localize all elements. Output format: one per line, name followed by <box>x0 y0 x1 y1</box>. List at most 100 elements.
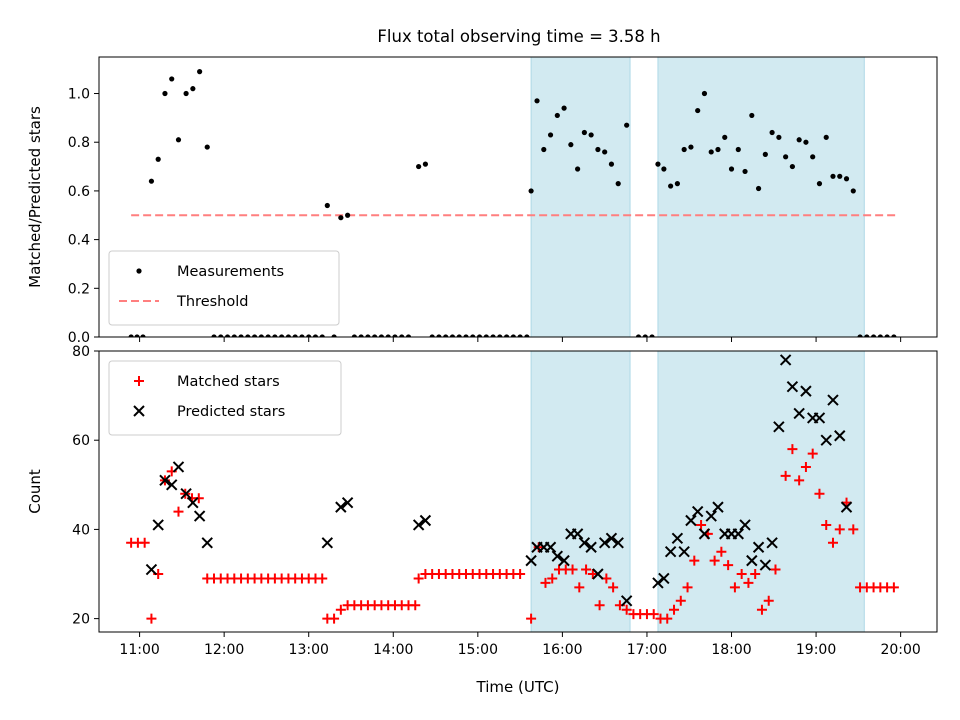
data-point <box>722 134 728 140</box>
data-point <box>743 577 754 588</box>
data-point <box>190 86 196 92</box>
plot-area <box>128 57 897 337</box>
data-point <box>834 524 845 535</box>
data-point <box>312 334 319 337</box>
data-point <box>773 421 785 433</box>
data-point <box>145 563 158 576</box>
data-point <box>483 334 489 337</box>
data-point <box>661 166 667 172</box>
bottom-panel: 20 40 60 80 11:00 12:00 13:00 14:00 15:00 16:00 17… <box>26 344 938 696</box>
data-point <box>864 334 870 337</box>
data-point <box>787 444 798 455</box>
data-point <box>534 98 540 104</box>
data-point <box>162 90 168 97</box>
data-point <box>682 582 693 593</box>
data-point <box>735 146 741 153</box>
data-point <box>648 609 659 620</box>
data-point <box>715 146 721 153</box>
data-point <box>701 90 708 97</box>
data-point <box>602 149 608 155</box>
legend-label: Threshold <box>176 294 248 310</box>
data-point <box>742 168 748 175</box>
data-point <box>329 613 340 624</box>
data-point <box>183 90 189 97</box>
data-point <box>317 573 328 584</box>
axes-frame <box>98 350 938 633</box>
data-point <box>172 461 185 473</box>
data-point <box>766 537 778 549</box>
data-point <box>140 334 146 337</box>
data-point <box>834 430 846 442</box>
y-tick-label: 0.2 <box>68 281 90 297</box>
data-point <box>193 510 206 522</box>
data-point <box>272 334 278 337</box>
data-point <box>789 163 796 170</box>
legend: Matched stars Predicted stars <box>108 360 342 436</box>
data-point <box>685 514 697 527</box>
data-point <box>211 334 217 337</box>
data-point <box>378 334 385 337</box>
chart-title: Flux total observing time = 3.58 h <box>377 27 660 46</box>
y-tick-label: 0.4 <box>68 233 90 249</box>
legend-marker <box>134 376 144 386</box>
data-point <box>470 334 476 337</box>
y-tick-label: 1.0 <box>68 87 90 103</box>
data-point <box>558 554 570 567</box>
data-point <box>769 129 775 136</box>
data-point <box>238 334 244 337</box>
data-point <box>664 546 677 558</box>
data-point <box>816 181 823 187</box>
legend-label: Measurements <box>177 264 284 280</box>
y-axis-label: Matched/Predicted stars <box>26 106 44 288</box>
data-point <box>594 600 605 611</box>
data-point <box>675 595 686 606</box>
data-point <box>827 537 838 548</box>
data-point <box>794 475 805 486</box>
data-point <box>551 550 564 562</box>
y-tick-label: 60 <box>72 433 90 449</box>
data-point <box>705 510 717 522</box>
data-point <box>497 334 503 337</box>
data-point <box>588 132 594 138</box>
data-point <box>752 541 765 553</box>
data-point <box>681 146 687 153</box>
data-point <box>547 132 554 138</box>
data-point <box>197 69 203 75</box>
data-point <box>736 569 747 580</box>
data-point <box>169 76 175 82</box>
data-point <box>245 334 251 337</box>
data-point <box>476 334 483 337</box>
data-point <box>515 569 526 580</box>
data-point <box>770 564 781 575</box>
y-tick-label: 0.6 <box>68 184 90 200</box>
data-point <box>763 595 774 606</box>
x-axis-label: Time (UTC) <box>476 678 560 696</box>
y-tick-label: 40 <box>72 522 90 538</box>
data-point <box>429 334 435 337</box>
x-tick-label: 14:00 <box>373 642 413 658</box>
data-point <box>541 146 547 153</box>
data-point <box>180 488 192 500</box>
data-point <box>540 577 551 588</box>
data-point <box>533 542 544 553</box>
data-point <box>419 514 432 527</box>
data-point <box>669 604 680 615</box>
data-point <box>544 541 557 553</box>
data-point <box>201 537 213 549</box>
data-point <box>503 334 510 337</box>
data-point <box>608 161 615 167</box>
data-point <box>358 334 364 337</box>
data-point <box>837 173 843 179</box>
data-point <box>578 537 591 549</box>
data-point <box>159 474 171 487</box>
data-point <box>750 569 761 580</box>
data-point <box>749 112 755 119</box>
data-point <box>567 564 578 575</box>
legend-label: Predicted stars <box>177 404 285 420</box>
data-point <box>139 537 150 548</box>
data-point <box>840 501 853 513</box>
data-point <box>674 181 680 187</box>
data-point <box>877 334 883 337</box>
data-point <box>251 334 258 337</box>
observing-interval-band <box>530 351 631 632</box>
